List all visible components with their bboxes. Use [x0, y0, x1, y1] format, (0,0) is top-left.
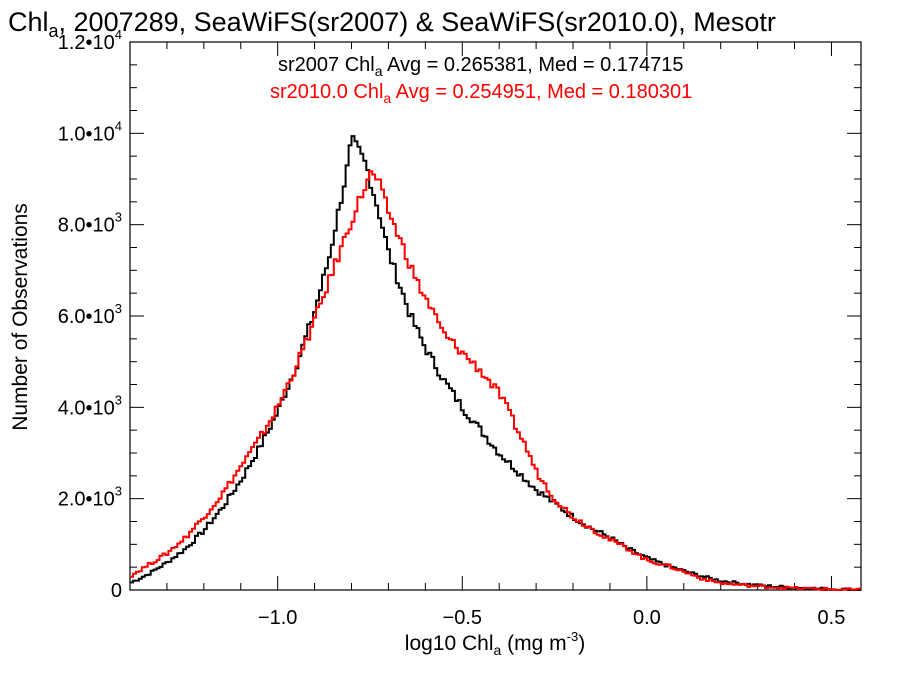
series-layer: [130, 135, 861, 591]
y-tick-label-5: 1.0•104: [58, 118, 122, 145]
x-tick-label-3: 0.5: [818, 607, 846, 629]
y-tick-label-4: 8.0•103: [58, 210, 122, 237]
legend-series-1-rest: Avg = 0.265381, Med = 0.174715: [383, 54, 684, 76]
axis-ticks: [129, 41, 861, 591]
legend-series-2: sr2010.0 Chla Avg = 0.254951, Med = 0.18…: [270, 81, 692, 106]
legend-series-1-sub: a: [375, 63, 383, 79]
x-axis-label: log10 Chla (mg m-3): [405, 629, 585, 658]
x-axis-label-rest: (mg m: [501, 632, 566, 655]
legend-series-2-rest: Avg = 0.254951, Med = 0.180301: [391, 81, 692, 103]
series-line-1: [130, 135, 861, 591]
y-tick-label-0: 0: [111, 580, 122, 602]
x-tick-label-0: −1.0: [258, 607, 297, 629]
x-axis-label-sup: -3: [567, 629, 579, 644]
chart-title: Chla, 2007289, SeaWiFS(sr2007) & SeaWiFS…: [8, 7, 776, 41]
x-axis-label-main: log10 Chl: [405, 632, 494, 655]
chart-title-rest: , 2007289, SeaWiFS(sr2007) & SeaWiFS(sr2…: [59, 7, 776, 37]
legend-series-2-prefix: sr2010.0 Chl: [270, 81, 383, 103]
legend-series-2-sub: a: [383, 90, 391, 106]
y-tick-label-6: 1.2•104: [58, 27, 122, 54]
plot-frame: [129, 41, 862, 591]
y-tick-label-2: 4.0•103: [58, 392, 122, 419]
legend-series-1: sr2007 Chla Avg = 0.265381, Med = 0.1747…: [278, 54, 684, 79]
x-tick-label-2: 0.0: [633, 607, 661, 629]
x-tick-label-1: −0.5: [443, 607, 482, 629]
series-line-2: [130, 170, 861, 591]
x-axis-label-sub: a: [494, 642, 502, 658]
axis-tick-labels: −1.0 −0.5 0.0 0.5 0 2.0•103 4.0•103 6.0•103 8.0•…: [58, 27, 846, 629]
y-tick-label-1: 2.0•103: [58, 484, 122, 511]
y-tick-label-3: 6.0•103: [58, 301, 122, 328]
chart-title-sub: a: [49, 21, 60, 41]
y-axis-label: Number of Observations: [9, 203, 32, 431]
legend-series-1-prefix: sr2007 Chl: [278, 54, 375, 76]
x-axis-label-end: ): [578, 632, 585, 655]
chart-title-main: Chl: [8, 7, 49, 37]
